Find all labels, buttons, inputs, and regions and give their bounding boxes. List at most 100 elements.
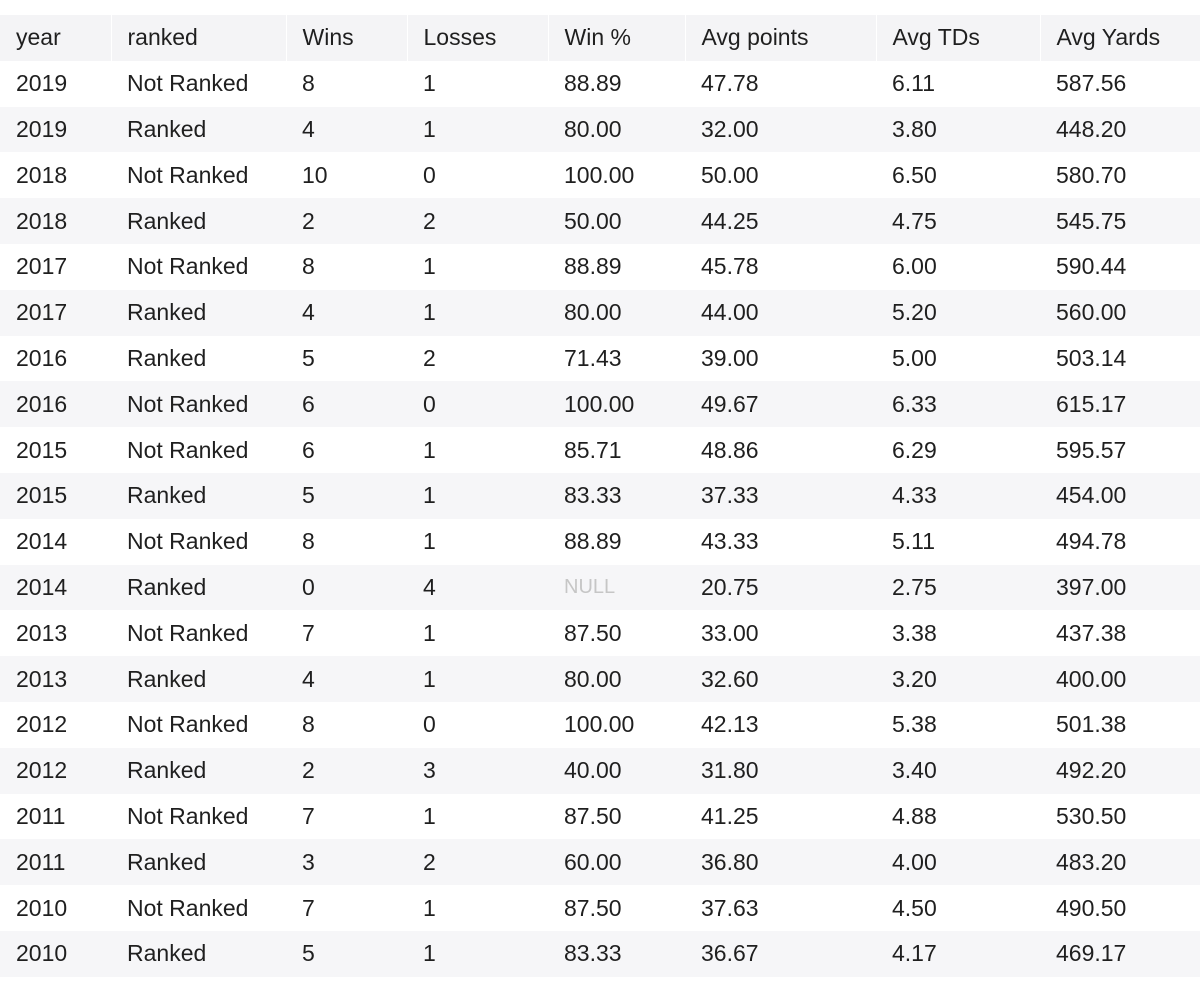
col-win-pct-cell: 100.00 [548,701,685,748]
col-avg-tds-cell: 4.33 [876,472,1040,519]
col-avg-points-cell: 39.00 [685,335,876,382]
col-win-pct-cell: 85.71 [548,427,685,473]
col-ranked-cell: Not Ranked [111,60,286,107]
col-wins-cell: 6 [286,381,407,428]
col-year-cell: 2013 [0,610,111,657]
col-win-pct-cell: 100.00 [548,152,685,199]
col-year-cell: 2015 [0,427,111,473]
col-year-cell: 2013 [0,656,111,702]
col-year-cell: 2015 [0,472,111,519]
col-year-cell: 2010 [0,930,111,977]
col-avg-tds-cell: 4.75 [876,198,1040,244]
col-year-cell: 2017 [0,289,111,336]
col-year-cell: 2018 [0,198,111,244]
col-avg-points-cell: 36.80 [685,839,876,886]
col-year-header[interactable]: year [0,15,112,61]
col-losses-cell: 0 [407,701,548,748]
col-win-pct-cell: 40.00 [548,747,685,794]
col-avg-tds-cell: 6.50 [876,152,1040,199]
col-wins-cell: 8 [286,518,407,565]
col-win-pct-cell: 87.50 [548,885,685,931]
table-row[interactable]: 2019 Ranked 4 1 80.00 32.00 3.80 448.20 [0,106,1200,153]
col-avg-yards-cell: 397.00 [1040,564,1200,611]
col-avg-points-cell: 48.86 [685,427,876,473]
col-avg-yards-cell: 615.17 [1040,381,1200,428]
col-win-pct-cell: 100.00 [548,381,685,428]
table-row[interactable]: 2011 Ranked 3 2 60.00 36.80 4.00 483.20 [0,839,1200,886]
table-row[interactable]: 2010 Not Ranked 7 1 87.50 37.63 4.50 490.50 [0,885,1200,931]
col-ranked-cell: Not Ranked [111,793,286,840]
table-row[interactable]: 2013 Not Ranked 7 1 87.50 33.00 3.38 437.38 [0,610,1200,657]
col-avg-tds-cell: 4.00 [876,839,1040,886]
col-wins-cell: 6 [286,427,407,473]
table-row[interactable]: 2016 Not Ranked 6 0 100.00 49.67 6.33 615.17 [0,381,1200,428]
col-avg-yards-cell: 503.14 [1040,335,1200,382]
table-row[interactable]: 2014 Not Ranked 8 1 88.89 43.33 5.11 494.78 [0,518,1200,565]
table-row[interactable]: 2015 Ranked 5 1 83.33 37.33 4.33 454.00 [0,472,1200,519]
col-avg-points-cell: 36.67 [685,930,876,977]
col-wins-header[interactable]: Wins [286,15,408,61]
col-wins-cell: 4 [286,656,407,702]
col-losses-cell: 1 [407,472,548,519]
col-ranked-cell: Not Ranked [111,610,286,657]
col-avg-yards-cell: 492.20 [1040,747,1200,794]
col-avg-points-cell: 49.67 [685,381,876,428]
header-row: year ranked Wins Losses Win % Avg points Avg T… [0,15,1200,61]
table-row[interactable]: 2019 Not Ranked 8 1 88.89 47.78 6.11 587.56 [0,60,1200,107]
col-avg-yards-header[interactable]: Avg Yards [1040,15,1200,61]
col-win-pct-cell: 80.00 [548,656,685,702]
col-avg-tds-header[interactable]: Avg TDs [876,15,1041,61]
col-avg-points-cell: 42.13 [685,701,876,748]
col-ranked-cell: Not Ranked [111,518,286,565]
col-year-cell: 2012 [0,701,111,748]
col-avg-points-header[interactable]: Avg points [685,15,877,61]
col-wins-cell: 8 [286,60,407,107]
col-avg-tds-cell: 3.80 [876,106,1040,153]
col-losses-cell: 2 [407,839,548,886]
col-losses-cell: 1 [407,793,548,840]
col-year-cell: 2016 [0,381,111,428]
col-ranked-header[interactable]: ranked [111,15,287,61]
table-row[interactable]: 2018 Ranked 2 2 50.00 44.25 4.75 545.75 [0,198,1200,244]
col-avg-points-cell: 32.00 [685,106,876,153]
col-ranked-cell: Ranked [111,839,286,886]
table-row[interactable]: 2013 Ranked 4 1 80.00 32.60 3.20 400.00 [0,656,1200,702]
col-losses-header[interactable]: Losses [407,15,549,61]
col-year-cell: 2019 [0,60,111,107]
col-avg-yards-cell: 590.44 [1040,243,1200,290]
col-avg-points-cell: 31.80 [685,747,876,794]
col-avg-points-cell: 44.00 [685,289,876,336]
col-losses-cell: 4 [407,564,548,611]
col-avg-tds-cell: 3.20 [876,656,1040,702]
col-ranked-cell: Not Ranked [111,381,286,428]
col-wins-cell: 4 [286,106,407,153]
col-losses-cell: 0 [407,152,548,199]
table-row[interactable]: 2012 Ranked 2 3 40.00 31.80 3.40 492.20 [0,747,1200,794]
table-row[interactable]: 2014 Ranked 0 4 NULL 20.75 2.75 397.00 [0,564,1200,611]
results-table: year ranked Wins Losses Win % Avg points Avg T… [0,15,1200,977]
col-win-pct-cell: 88.89 [548,518,685,565]
col-avg-yards-cell: 437.38 [1040,610,1200,657]
col-avg-tds-cell: 4.50 [876,885,1040,931]
table-row[interactable]: 2012 Not Ranked 8 0 100.00 42.13 5.38 501.38 [0,701,1200,748]
col-avg-yards-cell: 595.57 [1040,427,1200,473]
col-win-pct-header[interactable]: Win % [548,15,686,61]
col-ranked-cell: Not Ranked [111,701,286,748]
table-row[interactable]: 2010 Ranked 5 1 83.33 36.67 4.17 469.17 [0,930,1200,977]
col-avg-yards-cell: 530.50 [1040,793,1200,840]
table-row[interactable]: 2018 Not Ranked 10 0 100.00 50.00 6.50 580.70 [0,152,1200,199]
col-losses-cell: 2 [407,335,548,382]
col-ranked-cell: Ranked [111,656,286,702]
col-avg-points-cell: 47.78 [685,60,876,107]
col-avg-tds-cell: 6.11 [876,60,1040,107]
col-losses-cell: 1 [407,289,548,336]
col-avg-yards-cell: 483.20 [1040,839,1200,886]
table-row[interactable]: 2017 Ranked 4 1 80.00 44.00 5.20 560.00 [0,289,1200,336]
col-ranked-cell: Ranked [111,289,286,336]
col-avg-yards-cell: 469.17 [1040,930,1200,977]
table-row[interactable]: 2017 Not Ranked 8 1 88.89 45.78 6.00 590.44 [0,243,1200,290]
col-avg-yards-cell: 494.78 [1040,518,1200,565]
table-row[interactable]: 2016 Ranked 5 2 71.43 39.00 5.00 503.14 [0,335,1200,382]
table-row[interactable]: 2011 Not Ranked 7 1 87.50 41.25 4.88 530.50 [0,793,1200,840]
table-row[interactable]: 2015 Not Ranked 6 1 85.71 48.86 6.29 595.57 [0,427,1200,473]
